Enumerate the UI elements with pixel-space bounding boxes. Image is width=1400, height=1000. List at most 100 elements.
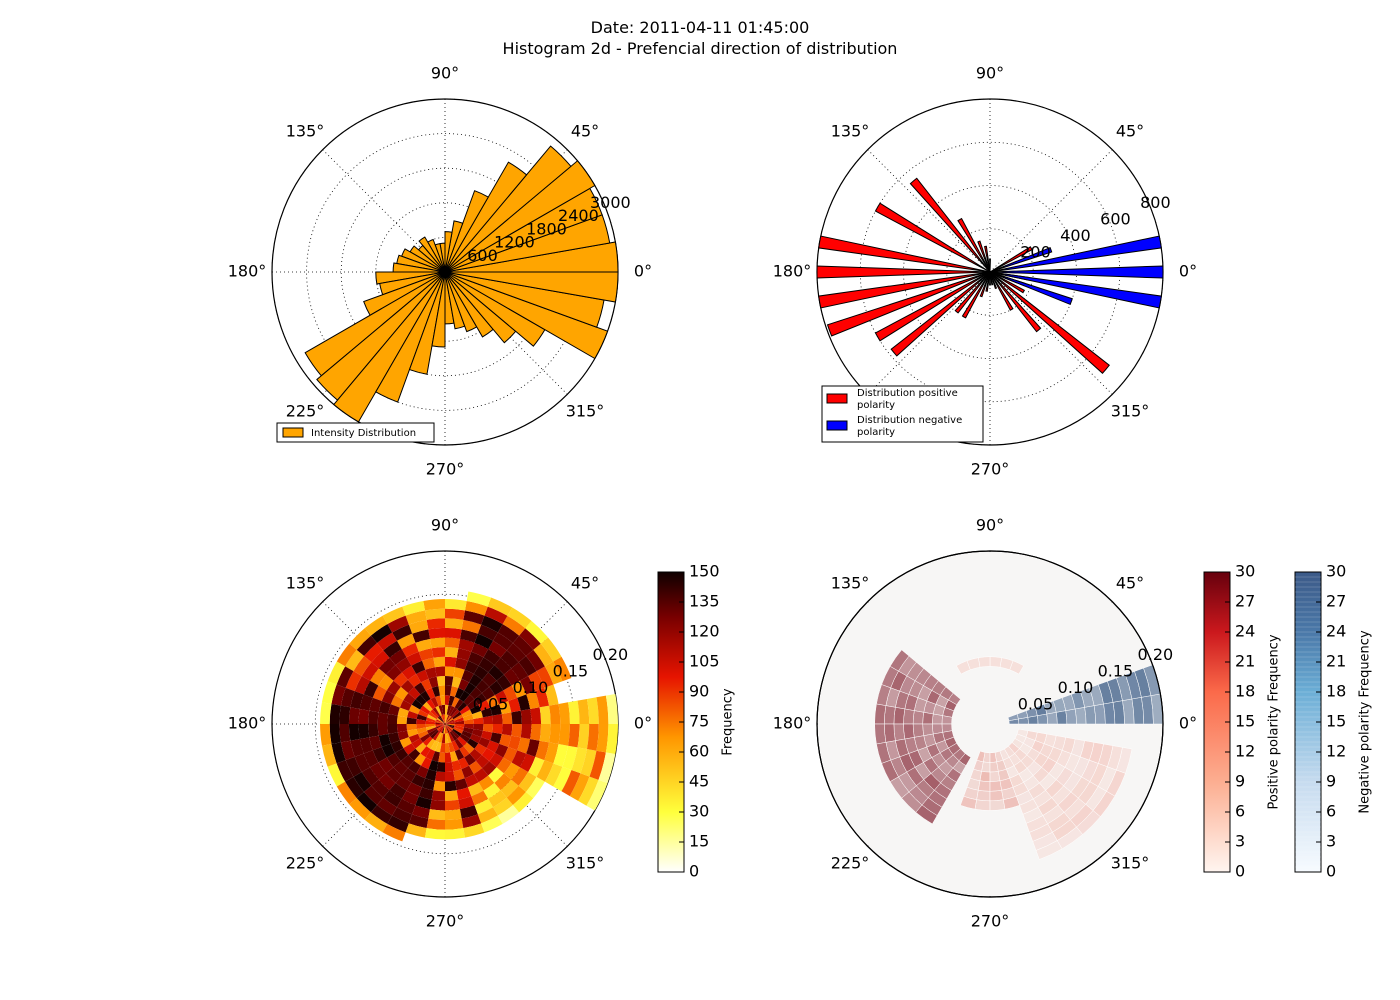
colorbar-tick-label: 27 — [1326, 592, 1346, 611]
polarity-cell — [1104, 702, 1115, 724]
colorbar-positive-polarity: 036912151821242730Positive polarity Freq… — [1204, 562, 1282, 881]
polarity-cell — [904, 709, 915, 724]
polarity-cell — [978, 781, 990, 791]
heatmap-cell — [378, 712, 388, 724]
heatmap-cell — [492, 724, 502, 734]
radial-tick-label: 600 — [1100, 210, 1131, 229]
heatmap-cell — [432, 647, 445, 658]
polarity-cell — [978, 657, 990, 667]
heatmap-cell — [435, 666, 445, 676]
angle-tick-label: 90° — [431, 64, 459, 83]
radial-tick-label: 0.10 — [513, 678, 549, 697]
legend-label: Distribution positive — [857, 388, 958, 399]
polarity-cell — [1085, 706, 1096, 724]
heatmap-cell — [521, 709, 532, 724]
heatmap-cell — [445, 790, 458, 801]
radial-tick-label: 400 — [1060, 226, 1091, 245]
polarity-cell — [894, 707, 905, 724]
colorbar-tick-label: 3 — [1326, 832, 1336, 851]
colorbar-tick-label: 21 — [1326, 652, 1346, 671]
heatmap-cell — [502, 724, 512, 736]
angle-tick-label: 135° — [831, 573, 870, 592]
radial-tick-label: 3000 — [590, 193, 631, 212]
colorbar-tick-label: 24 — [1326, 622, 1346, 641]
heatmap-cell — [430, 800, 445, 811]
polarity-cell — [884, 724, 895, 742]
polarity-cell — [875, 704, 886, 724]
heatmap-cell — [445, 819, 463, 830]
polarity-cell — [980, 771, 990, 781]
angle-tick-label: 270° — [426, 460, 465, 479]
colorbar-tick-label: 0 — [689, 862, 699, 881]
polarity-cell — [977, 790, 990, 801]
radial-tick-label: 0.15 — [1098, 662, 1134, 681]
heatmap-cell — [549, 704, 560, 724]
heatmap-cell — [430, 638, 445, 649]
heatmap-cell — [445, 657, 457, 667]
legend-swatch-positive — [827, 394, 847, 403]
heatmap-cell — [445, 828, 465, 839]
colorbar-tick-label: 75 — [689, 712, 709, 731]
negative-polarity-bars — [990, 236, 1163, 308]
colorbar-tick-label: 30 — [1326, 562, 1346, 581]
heatmap-cell — [435, 771, 445, 781]
colorbar-tick-label: 90 — [689, 682, 709, 701]
heatmap-cell — [428, 809, 445, 820]
angle-tick-label: 90° — [431, 516, 459, 535]
colorbar-tick-label: 30 — [689, 802, 709, 821]
polarity-cell — [975, 800, 990, 811]
legend-swatch-negative — [827, 421, 847, 430]
polar-axes-1: 0°45°90°135°180°225°270°315°600120018002… — [228, 64, 652, 479]
heatmap-cell — [433, 657, 445, 667]
heatmap-cell — [445, 781, 457, 791]
heatmap-cell — [339, 724, 350, 742]
colorbar-tick-label: 12 — [1326, 742, 1346, 761]
colorbar-tick-label: 6 — [1326, 802, 1336, 821]
colorbar-tick-label: 15 — [1326, 712, 1346, 731]
angle-tick-label: 315° — [566, 402, 605, 421]
polarity-cell — [932, 714, 942, 724]
colorbar-tick-label: 3 — [1235, 832, 1245, 851]
polarity-cell — [875, 724, 886, 744]
legend-label-intensity: Intensity Distribution — [311, 428, 416, 439]
polarity-cell — [990, 800, 1005, 811]
heatmap-cells — [320, 591, 618, 841]
colorbar-tick-label: 9 — [1326, 772, 1336, 791]
polarity-cell — [1047, 712, 1057, 724]
angle-tick-label: 225° — [286, 402, 325, 421]
polar-axes-2: 0°45°90°135°180°225°270°315°200400600800… — [773, 64, 1197, 479]
angle-tick-label: 0° — [1179, 262, 1197, 281]
colorbar-tick-label: 0 — [1326, 862, 1336, 881]
radial-tick-label: 800 — [1140, 193, 1171, 212]
heatmap-cell — [425, 609, 445, 620]
angle-tick-label: 270° — [971, 912, 1010, 931]
heatmap-cell — [359, 709, 370, 724]
legend-label: polarity — [857, 400, 895, 411]
colorbar-tick-label: 60 — [689, 742, 709, 761]
colorbar-tick-label: 30 — [1235, 562, 1255, 581]
angle-tick-label: 135° — [286, 121, 325, 140]
polarity-cell — [913, 724, 924, 737]
heatmap-cell — [425, 828, 445, 839]
heatmap-cell — [511, 711, 522, 724]
colorbar-tick-label: 135 — [689, 592, 720, 611]
heatmap-cell — [445, 800, 460, 811]
radial-tick-label: 0.15 — [553, 662, 589, 681]
heatmap-cell — [492, 714, 502, 724]
legend-intensity: Intensity Distribution — [277, 423, 434, 442]
angle-tick-label: 180° — [228, 714, 267, 733]
polarity-cell — [942, 716, 952, 724]
colorbar-tick-label: 18 — [1326, 682, 1346, 701]
heatmap-cell — [540, 724, 551, 742]
radial-tick-label: 0.05 — [473, 695, 509, 714]
angle-tick-label: 45° — [571, 573, 599, 592]
radial-tick-label: 200 — [1020, 243, 1051, 262]
angle-tick-label: 315° — [1111, 854, 1150, 873]
polarity-cell — [894, 724, 905, 741]
angle-tick-label: 225° — [831, 854, 870, 873]
colorbar-tick-label: 0 — [1235, 862, 1245, 881]
heatmap-cell — [349, 724, 360, 741]
angle-tick-label: 0° — [1179, 714, 1197, 733]
heatmap-cell — [549, 724, 560, 744]
